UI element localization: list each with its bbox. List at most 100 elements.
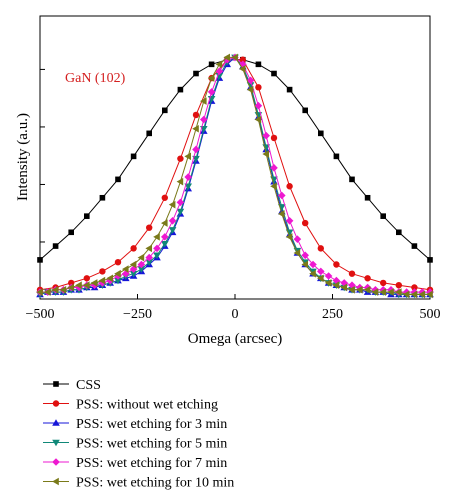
data-point <box>411 243 418 249</box>
data-point <box>402 290 410 299</box>
data-point <box>223 55 231 64</box>
legend-marker <box>52 400 60 407</box>
legend-label: PSS: wet etching for 5 min <box>76 437 227 452</box>
data-point <box>51 285 59 294</box>
data-point <box>302 219 309 227</box>
data-point <box>37 257 43 263</box>
data-point <box>114 277 122 285</box>
data-point <box>387 288 394 296</box>
data-point <box>255 61 262 68</box>
data-point <box>340 283 347 292</box>
data-point <box>317 267 325 276</box>
data-point <box>270 182 277 191</box>
data-point <box>193 70 199 77</box>
data-point <box>271 70 277 77</box>
series-line <box>40 56 430 293</box>
data-point <box>278 210 285 218</box>
legend-marker <box>53 381 59 387</box>
x-tick-label: 0 <box>232 307 239 322</box>
x-axis-ticks: −500 −250 0 250 500 <box>26 294 441 322</box>
data-point <box>114 258 122 266</box>
data-point <box>176 198 185 207</box>
data-point <box>52 243 59 249</box>
data-point <box>278 191 286 200</box>
data-point <box>426 290 433 299</box>
data-point <box>293 249 301 257</box>
data-point <box>332 281 340 289</box>
data-point <box>184 152 191 161</box>
data-point <box>255 84 262 91</box>
data-point <box>215 60 223 69</box>
data-point <box>286 86 293 93</box>
data-point <box>270 164 278 172</box>
data-point <box>379 288 386 296</box>
legend-marker <box>52 477 59 486</box>
data-point <box>208 61 215 68</box>
data-point <box>364 194 371 201</box>
data-point <box>99 194 106 201</box>
data-point <box>44 288 51 296</box>
legend-item: PSS: wet etching for 3 min <box>43 417 227 432</box>
series-4 <box>36 53 434 296</box>
data-point <box>371 288 379 296</box>
data-point <box>106 274 113 283</box>
x-tick-label: −250 <box>123 307 152 322</box>
data-point <box>324 272 333 280</box>
legend-item: CSS <box>43 378 101 393</box>
data-point <box>302 107 308 114</box>
data-point <box>309 260 317 269</box>
data-point <box>137 260 146 269</box>
data-point <box>161 194 168 201</box>
data-point <box>114 269 121 278</box>
data-point <box>246 76 255 85</box>
x-axis-title: Omega (arcsec) <box>188 331 283 347</box>
data-point <box>145 244 152 253</box>
legend-marker <box>52 458 60 466</box>
y-axis-title: Intensity (a.u.) <box>15 113 31 201</box>
data-point <box>395 288 402 296</box>
data-point <box>349 176 355 183</box>
y-axis-ticks <box>40 68 45 243</box>
data-point <box>145 259 153 266</box>
series-line <box>40 56 430 295</box>
data-point <box>162 107 168 114</box>
data-point <box>192 111 200 119</box>
series-1 <box>36 56 434 293</box>
data-point <box>324 279 332 287</box>
x-tick-label: −500 <box>26 307 55 322</box>
legend-label: PSS: wet etching for 10 min <box>76 476 234 491</box>
data-point <box>68 229 74 236</box>
series-2 <box>36 53 434 298</box>
data-point <box>200 97 207 105</box>
data-point <box>200 115 208 124</box>
data-point <box>254 101 263 110</box>
series-5 <box>36 53 433 299</box>
series-layer <box>36 53 434 299</box>
data-point <box>90 279 98 287</box>
data-point <box>262 150 269 158</box>
annotation-label: GaN (102) <box>65 71 126 86</box>
data-point <box>98 279 107 287</box>
data-point <box>348 270 356 277</box>
data-point <box>137 266 146 273</box>
data-point <box>168 200 176 209</box>
x-tick-label: 500 <box>420 307 441 322</box>
data-point <box>410 290 418 299</box>
data-point <box>333 153 340 160</box>
series-line <box>39 59 431 261</box>
data-point <box>36 288 43 296</box>
data-point <box>106 276 114 285</box>
data-point <box>122 265 129 273</box>
data-point <box>153 252 161 260</box>
legend-label: PSS: without wet etching <box>76 398 218 413</box>
data-point <box>348 285 355 294</box>
data-point <box>98 276 106 285</box>
legend-item: PSS: wet etching for 5 min <box>43 437 227 452</box>
data-point <box>176 177 184 186</box>
data-point <box>114 272 122 280</box>
data-point <box>231 53 238 62</box>
data-point <box>215 67 224 76</box>
data-point <box>262 131 270 140</box>
data-point <box>411 284 418 291</box>
data-point <box>67 283 74 292</box>
